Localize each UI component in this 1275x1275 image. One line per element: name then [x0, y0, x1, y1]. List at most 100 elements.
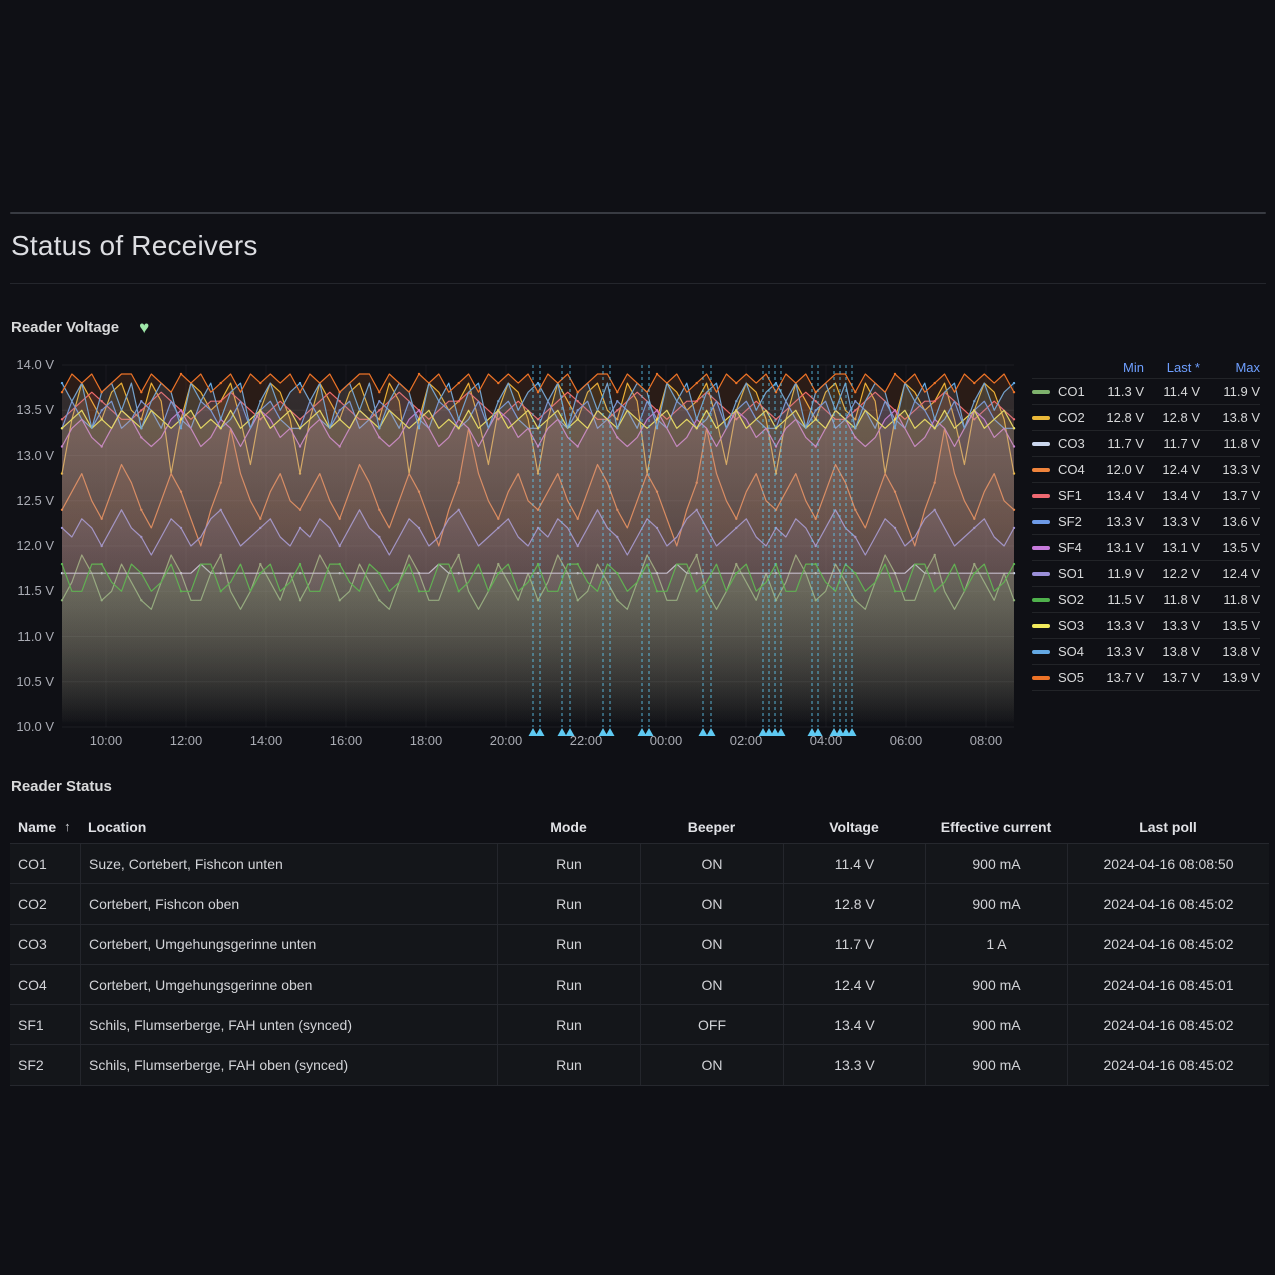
x-axis: 10:00 12:00 14:00 16:00 18:00 20:00 22:00 00:00… [62, 733, 1014, 753]
legend-row-SO2: SO2 11.5 V 11.8 V 11.8 V [1032, 587, 1260, 613]
legend-value-last: 13.1 V [1162, 540, 1200, 555]
legend-value-max: 13.7 V [1222, 488, 1260, 503]
legend-series-label[interactable]: CO1 [1058, 384, 1085, 399]
annotation-marker[interactable] [770, 728, 780, 736]
legend-series-label[interactable]: SF4 [1058, 540, 1082, 555]
legend-series-label[interactable]: SO3 [1058, 618, 1085, 633]
legend-row-CO2: CO2 12.8 V 12.8 V 13.8 V [1032, 405, 1260, 431]
legend-value-max: 13.5 V [1222, 618, 1260, 633]
legend-series-label[interactable]: CO4 [1058, 462, 1085, 477]
y-tick: 11.0 V [17, 628, 54, 644]
status-table: Name ↑ Location Mode Beeper Voltage Effective … [10, 810, 1269, 1086]
cell-beeper: ON [640, 884, 783, 924]
legend-swatch [1032, 441, 1050, 446]
cell-last_poll: 2024-04-16 08:45:02 [1067, 924, 1269, 964]
col-header-mode[interactable]: Mode [550, 818, 587, 835]
col-header-name[interactable]: Name ↑ [18, 818, 71, 835]
annotation-marker[interactable] [813, 728, 823, 736]
cell-voltage: 12.4 V [783, 964, 925, 1005]
col-header-beeper[interactable]: Beeper [687, 818, 736, 835]
table-row-CO1: CO1 Suze, Cortebert, Fishcon unten Run ON 11… [10, 844, 1269, 885]
legend-swatch [1032, 675, 1050, 680]
legend-value-max: 11.9 V [1223, 384, 1260, 399]
table-row-SF1: SF1 Schils, Flumserberge, FAH unten (sync… [10, 1005, 1269, 1046]
legend-sort-min[interactable]: Min [1123, 360, 1144, 375]
legend-series-label[interactable]: SO1 [1058, 566, 1085, 581]
legend-value-min: 11.5 V [1107, 592, 1144, 607]
legend-sort-last[interactable]: Last * [1166, 360, 1200, 375]
legend-series-label[interactable]: CO2 [1058, 410, 1085, 425]
cell-location: Cortebert, Umgehungsgerinne unten [80, 924, 497, 964]
annotation-marker[interactable] [847, 728, 857, 736]
cell-beeper: OFF [640, 1005, 783, 1045]
legend-header-row: Min Last * Max [1032, 357, 1260, 379]
cell-last_poll: 2024-04-16 08:45:01 [1067, 964, 1269, 1005]
legend-swatch [1032, 623, 1050, 628]
annotation-marker[interactable] [807, 728, 817, 736]
legend-series-label[interactable]: CO3 [1058, 436, 1085, 451]
annotation-marker[interactable] [637, 728, 647, 736]
cell-last_poll: 2024-04-16 08:45:02 [1067, 884, 1269, 924]
legend-swatch [1032, 519, 1050, 524]
legend-value-max: 11.8 V [1223, 592, 1260, 607]
legend-value-min: 13.3 V [1106, 644, 1144, 659]
annotation-marker[interactable] [598, 728, 608, 736]
table-row-CO3: CO3 Cortebert, Umgehungsgerinne unten Run O… [10, 924, 1269, 965]
annotation-marker[interactable] [644, 728, 654, 736]
panel-title-reader-status[interactable]: Reader Status [11, 778, 112, 795]
cell-name: CO2 [18, 895, 47, 912]
cell-last_poll: 2024-04-16 08:08:50 [1067, 844, 1269, 884]
legend-sort-max[interactable]: Max [1235, 360, 1260, 375]
sort-ascending-icon: ↑ [64, 819, 71, 834]
cell-name: CO4 [18, 976, 47, 993]
cell-voltage: 13.4 V [783, 1005, 925, 1045]
table-row-CO2: CO2 Cortebert, Fishcon oben Run ON 12.8 V 900… [10, 884, 1269, 925]
y-tick: 14.0 V [16, 357, 54, 372]
annotation-marker[interactable] [841, 728, 851, 736]
panel-title-reader-voltage[interactable]: Reader Voltage [11, 319, 120, 336]
annotation-marker[interactable] [535, 728, 545, 736]
legend-value-last: 12.4 V [1162, 462, 1200, 477]
annotation-marker[interactable] [565, 728, 575, 736]
legend-swatch [1032, 389, 1050, 394]
cell-location: Schils, Flumserberge, FAH unten (synced) [80, 1005, 497, 1045]
annotation-marker[interactable] [557, 728, 567, 736]
annotation-marker[interactable] [829, 728, 839, 736]
cell-effective_current: 900 mA [925, 1005, 1067, 1045]
voltage-chart-plot[interactable] [60, 364, 1016, 739]
legend-series-label[interactable]: SF1 [1058, 488, 1082, 503]
cell-effective_current: 900 mA [925, 964, 1067, 1005]
cell-name: SF2 [18, 1057, 44, 1074]
annotation-marker[interactable] [835, 728, 845, 736]
cell-mode: Run [497, 1005, 640, 1045]
annotation-marker[interactable] [776, 728, 786, 736]
legend-value-last: 11.4 V [1163, 384, 1200, 399]
annotation-marker[interactable] [758, 728, 768, 736]
annotation-marker[interactable] [528, 728, 538, 736]
legend-series-label[interactable]: SO4 [1058, 644, 1085, 659]
legend-series-label[interactable]: SF2 [1058, 514, 1082, 529]
y-tick: 12.5 V [16, 492, 54, 508]
annotation-marker[interactable] [764, 728, 774, 736]
cell-last_poll: 2024-04-16 08:45:02 [1067, 1005, 1269, 1045]
legend-series-label[interactable]: SO2 [1058, 592, 1085, 607]
legend-value-max: 13.5 V [1222, 540, 1260, 555]
legend-row-SO4: SO4 13.3 V 13.8 V 13.8 V [1032, 639, 1260, 665]
col-header-last-poll[interactable]: Last poll [1139, 818, 1197, 835]
col-header-location[interactable]: Location [88, 818, 147, 835]
y-axis: 14.0 V 13.5 V 13.0 V 12.5 V 12.0 V 11.5 V 11.0… [0, 0, 54, 1275]
annotation-marker[interactable] [698, 728, 708, 736]
page-title: Status of Receivers [11, 230, 258, 261]
col-header-voltage[interactable]: Voltage [829, 818, 879, 835]
legend-series-label[interactable]: SO5 [1058, 670, 1085, 685]
col-header-effective-current[interactable]: Effective current [940, 818, 1052, 835]
x-tick: 08:00 [969, 733, 1003, 748]
annotation-marker[interactable] [706, 728, 716, 736]
legend-value-min: 13.3 V [1106, 618, 1144, 633]
legend-row-CO3: CO3 11.7 V 11.7 V 11.8 V [1032, 431, 1260, 457]
legend-value-min: 13.3 V [1106, 514, 1144, 529]
x-tick: 22:00 [569, 733, 603, 748]
legend-value-last: 13.8 V [1162, 644, 1200, 659]
annotation-marker[interactable] [605, 728, 615, 736]
y-tick: 10.0 V [16, 719, 54, 734]
